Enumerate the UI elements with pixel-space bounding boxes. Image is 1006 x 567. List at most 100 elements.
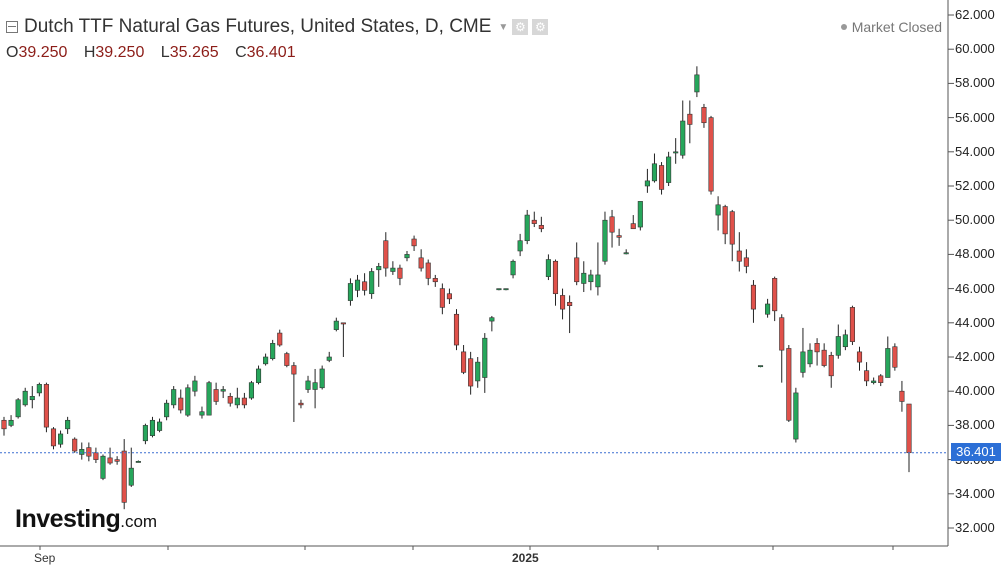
candle-body-up [29, 396, 35, 401]
candle [842, 329, 848, 351]
candle-body-down [708, 117, 714, 192]
candle [369, 268, 375, 299]
candle [694, 66, 700, 98]
candle [552, 259, 559, 306]
candle-body-down [567, 301, 573, 306]
y-tick-label: 54.000 [955, 143, 995, 159]
candle [616, 228, 622, 246]
candle [750, 280, 757, 323]
candle [666, 151, 672, 186]
candle [142, 423, 148, 445]
candle [213, 382, 219, 405]
candle-body-down [786, 348, 792, 421]
candle [630, 215, 636, 230]
candle-body-down [828, 354, 834, 377]
candle [743, 249, 749, 274]
candle-body-up [694, 74, 700, 93]
candle [765, 298, 771, 318]
candle [376, 262, 382, 287]
candle-body-up [673, 151, 679, 154]
market-status: Market Closed [840, 19, 942, 35]
candle-body-up [475, 361, 481, 382]
candle [757, 365, 764, 368]
candle-body-down [630, 223, 636, 230]
candle-body-up [206, 382, 212, 416]
candle [588, 269, 594, 291]
candle-body-up [581, 272, 587, 284]
gear-icon[interactable]: ⚙ [532, 19, 549, 35]
y-tick-label: 48.000 [955, 246, 995, 262]
candle-body-down [453, 313, 460, 346]
candle [595, 242, 601, 296]
candle-body-up [871, 380, 877, 383]
candle [510, 259, 516, 279]
candle-body-down [878, 375, 884, 383]
candle [489, 315, 495, 332]
candle [701, 103, 707, 128]
candle-body-down [72, 438, 78, 452]
candle-body-down [574, 257, 580, 283]
candle [248, 380, 255, 400]
candle-body-up [595, 274, 601, 288]
candle-body-down [468, 358, 474, 387]
collapse-icon[interactable] [6, 21, 18, 33]
candle-body-down [362, 281, 368, 291]
candle [729, 209, 735, 262]
candle [36, 382, 42, 397]
candle-body-up [503, 288, 509, 291]
candle-body-down [86, 447, 92, 457]
low-label: L [160, 44, 170, 61]
candle [482, 333, 488, 393]
candle [892, 343, 898, 371]
candle-body-up [164, 402, 170, 418]
candle-body-up [220, 389, 226, 392]
candle-body-down [213, 389, 219, 402]
candle-body-down [439, 288, 445, 308]
candle [871, 377, 877, 385]
candle [849, 305, 855, 346]
chevron-down-icon[interactable]: ▼ [498, 21, 509, 33]
candle [199, 406, 205, 419]
candle [567, 295, 573, 334]
candle-body-up [602, 219, 608, 262]
candle-body-down [1, 419, 7, 430]
candle-body-up [842, 334, 848, 348]
candle-body-down [616, 235, 622, 238]
candle [121, 439, 127, 510]
y-tick-label: 40.000 [955, 383, 995, 399]
candle-body-down [383, 240, 389, 269]
candle [468, 351, 474, 395]
candle [86, 442, 92, 462]
low-value: 35.265 [169, 44, 219, 61]
candle [517, 233, 523, 257]
candle [234, 387, 240, 409]
candle-body-down [814, 343, 820, 353]
candle-body-up [100, 455, 106, 479]
candle [574, 242, 580, 286]
candle-body-down [93, 452, 99, 460]
candle [432, 274, 438, 287]
candle-body-up [644, 180, 650, 187]
candle-body-up [149, 419, 156, 436]
candle-body-down [121, 450, 127, 503]
candle-body-down [821, 349, 827, 366]
settings-gear-icon[interactable]: ⚙ [512, 19, 529, 35]
candle [220, 386, 226, 399]
candle [354, 274, 361, 298]
candle [241, 392, 247, 409]
candle [149, 416, 156, 438]
candle [878, 374, 884, 387]
candle [93, 447, 99, 464]
candle-body-up [347, 283, 353, 301]
candle [178, 389, 184, 414]
candle-body-down [432, 278, 438, 283]
investing-logo: Investing.com [15, 505, 157, 534]
candle [192, 375, 198, 397]
candle [43, 382, 49, 433]
y-tick-label: 56.000 [955, 109, 995, 125]
candle [270, 339, 276, 361]
candle-body-up [404, 254, 410, 259]
y-tick-label: 46.000 [955, 280, 995, 296]
candle-body-down [241, 397, 247, 406]
